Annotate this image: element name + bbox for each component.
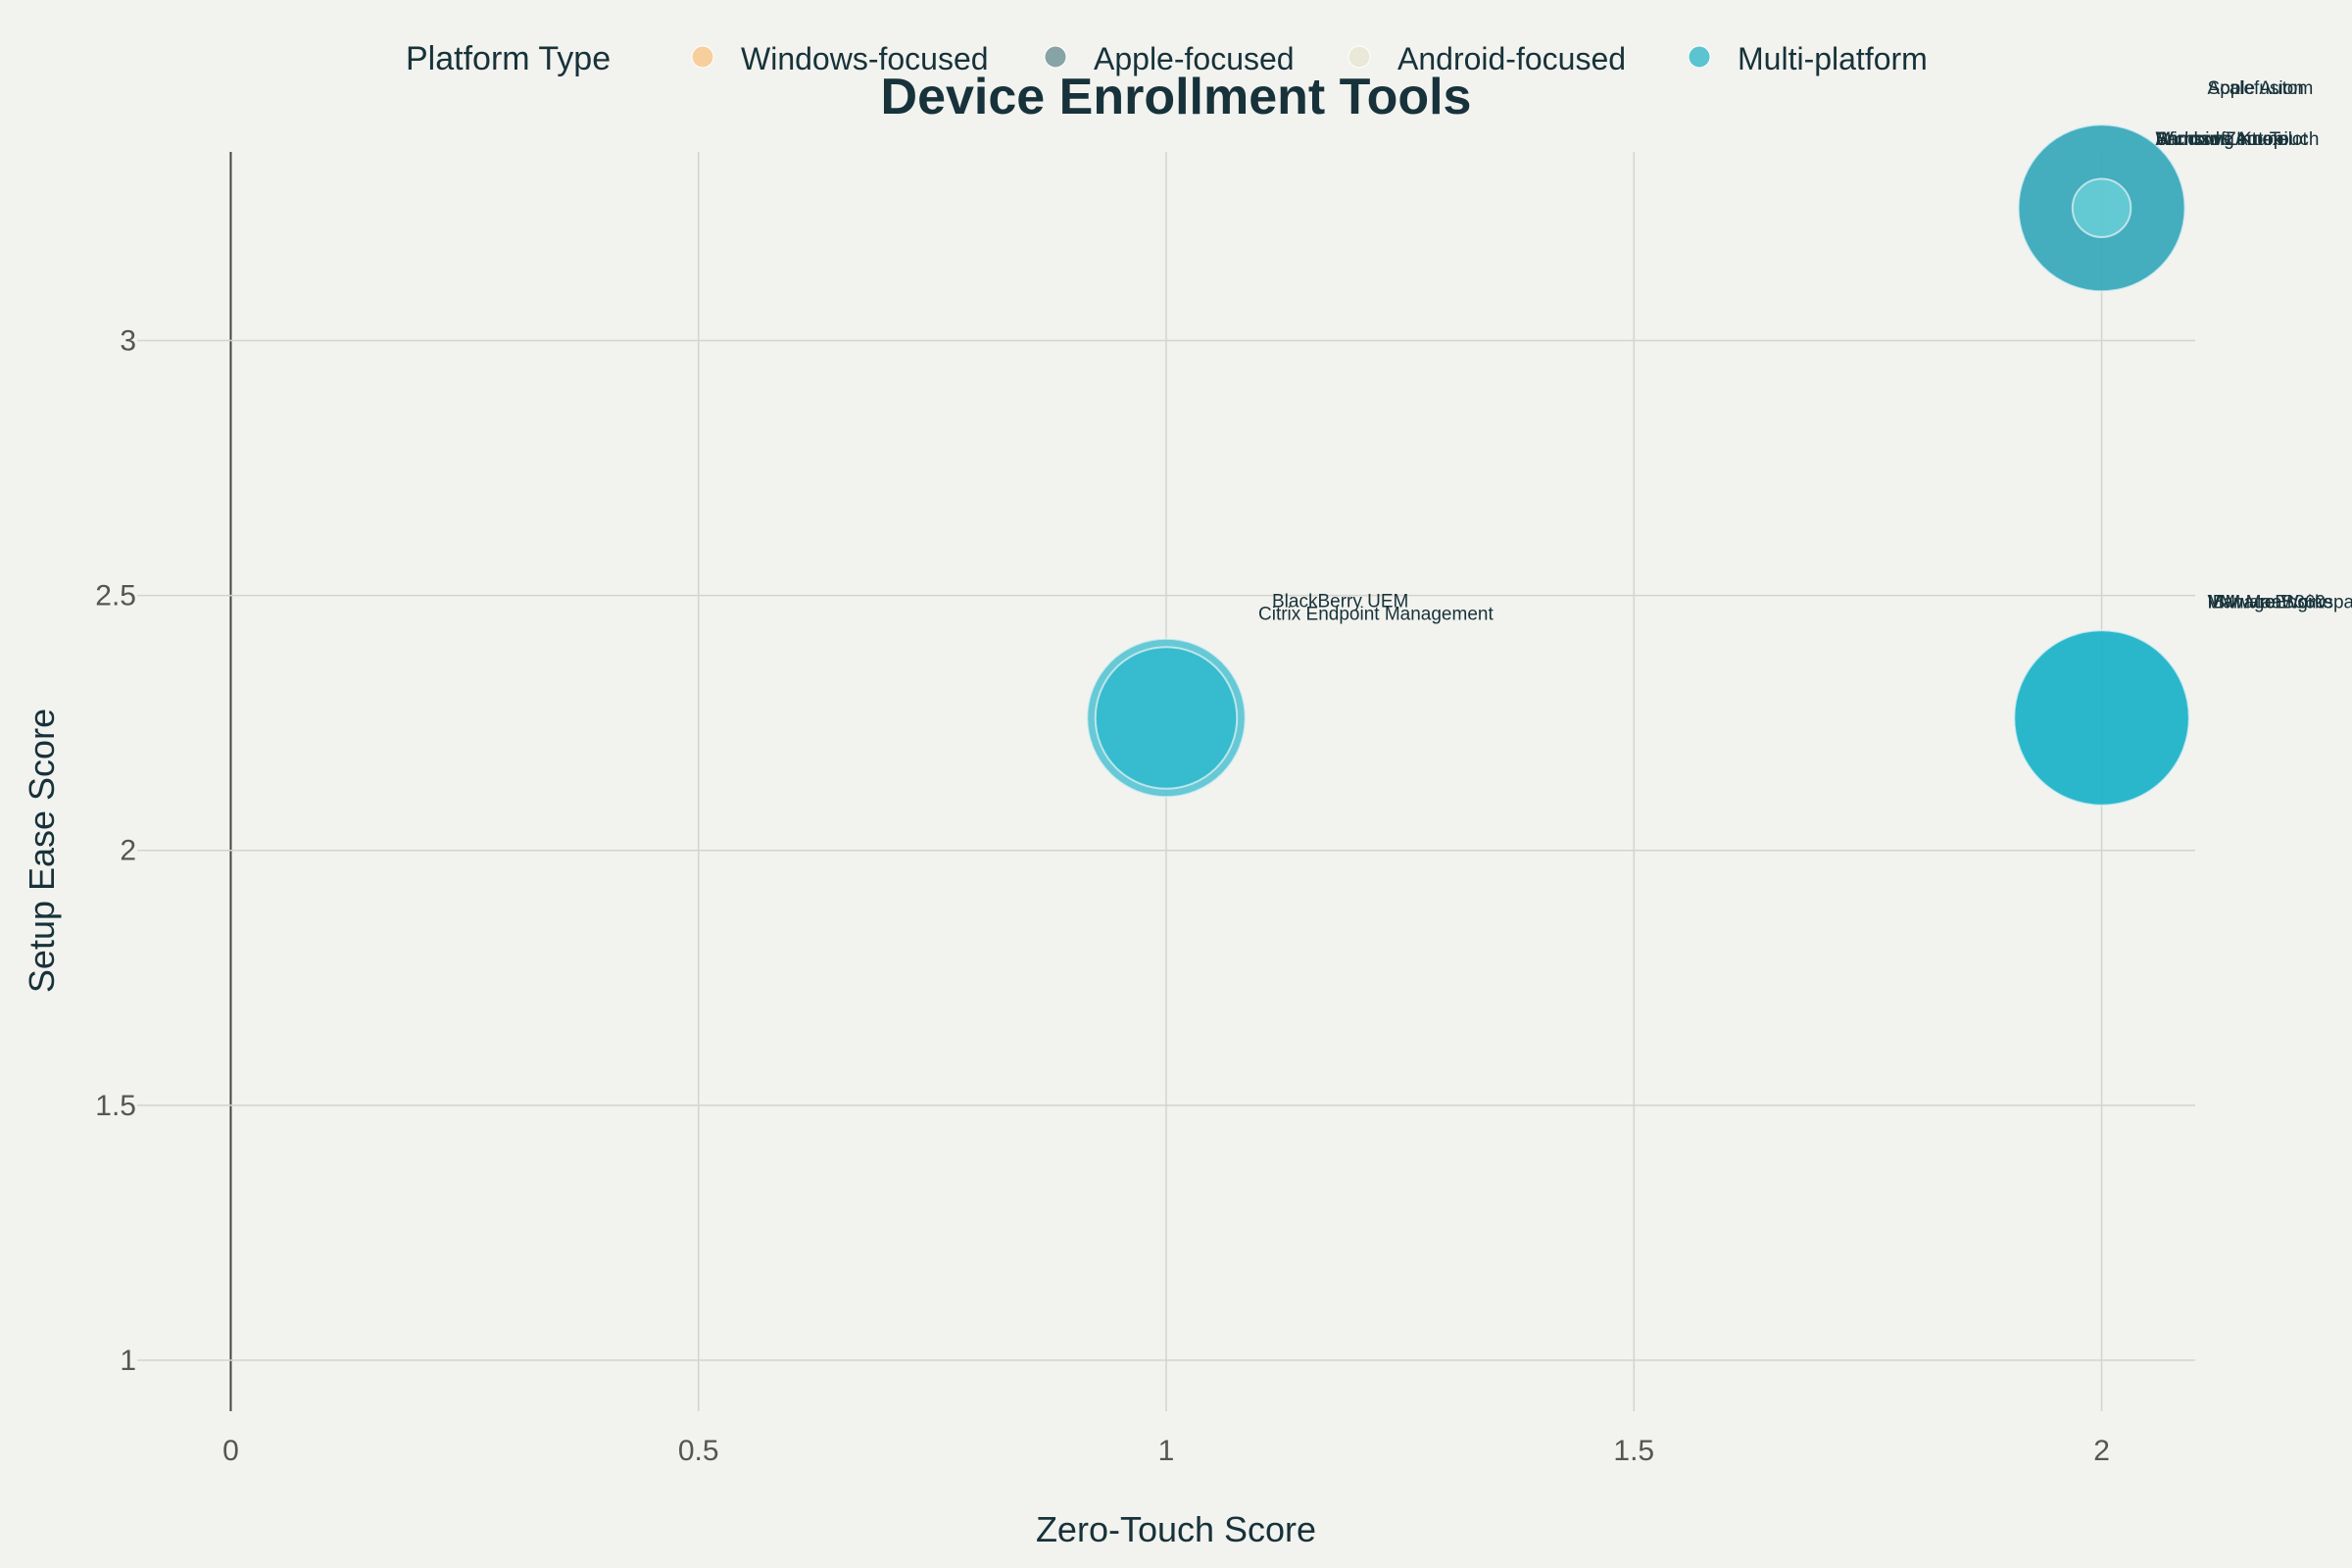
bubble-annotation: BlackBerry UEM: [1272, 591, 1408, 612]
data-bubble: [2013, 629, 2190, 807]
y-tick-label: 3: [120, 324, 136, 357]
data-bubble: [1094, 646, 1239, 790]
legend: Platform Type Windows-focused Apple-focus…: [406, 40, 1928, 77]
bubble-annotation: Citrix Endpoint Management: [1258, 604, 1494, 624]
y-tick-label: 1: [120, 1345, 136, 1377]
bubble-annotation: Windows Autopilot: [2156, 129, 2309, 150]
legend-item-label: Apple-focused: [1094, 41, 1295, 76]
legend-title: Platform Type: [406, 40, 611, 77]
bubble-annotation: Android Zero-Touch: [2156, 129, 2320, 150]
legend-item-label: Android-focused: [1397, 41, 1626, 76]
x-tick-label: 1.5: [1613, 1435, 1654, 1467]
bubble-annotation: VMware Workspace ONE: [2208, 592, 2352, 612]
legend-marker: [691, 45, 714, 69]
legend-marker: [1688, 45, 1711, 69]
y-tick-label: 2.5: [95, 580, 136, 612]
x-axis-label: Zero-Touch Score: [1036, 1509, 1316, 1549]
data-bubble: [2071, 177, 2132, 238]
legend-marker: [1348, 45, 1371, 69]
bubble-annotation: ManageEngine: [2208, 592, 2333, 612]
bubble-annotation: IBM MaaS360: [2208, 592, 2326, 612]
x-tick-label: 0.5: [678, 1435, 719, 1467]
bubble-annotation: Scalefusion: [2208, 78, 2304, 99]
x-tick-label: 0: [222, 1435, 239, 1467]
legend-item-label: Multi-platform: [1738, 41, 1928, 76]
bubble-annotation: Samsung Knox: [2156, 129, 2282, 150]
y-axis-label: Setup Ease Score: [22, 709, 62, 993]
legend-item-label: Windows-focused: [741, 41, 989, 76]
x-tick-label: 2: [2093, 1435, 2110, 1467]
tick-labels: 0 0.5 1 1.5 2 1 1.5 2 2.5 3: [95, 324, 2110, 1467]
chart-title: Device Enrollment Tools: [881, 69, 1472, 125]
y-tick-label: 2: [120, 835, 136, 867]
x-tick-label: 1: [1158, 1435, 1175, 1467]
legend-marker: [1044, 45, 1067, 69]
bubble-annotation: Microsoft Intune: [2156, 129, 2288, 150]
y-tick-label: 1.5: [95, 1090, 136, 1122]
bubble-annotation: Apple Autom: [2208, 78, 2314, 99]
bubble-layer: [1086, 123, 2190, 807]
